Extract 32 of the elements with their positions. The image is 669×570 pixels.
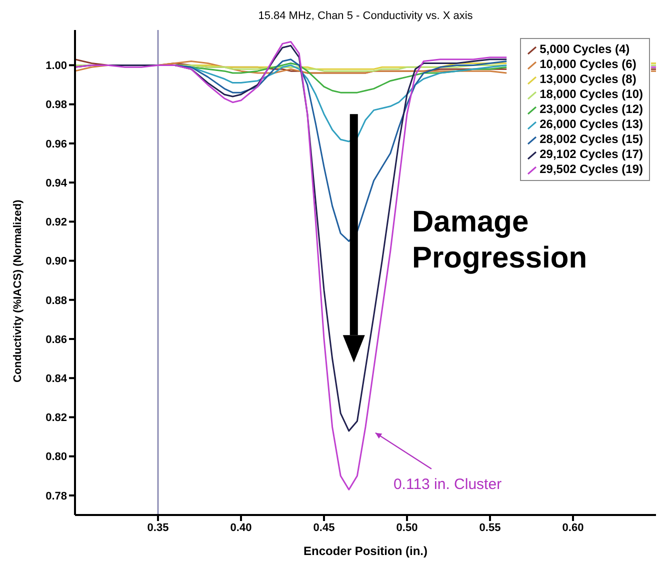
legend-label: 18,000 Cycles (10) xyxy=(540,87,643,102)
annotation: Damage Progression xyxy=(412,205,588,274)
y-tick-label: 0.94 xyxy=(46,177,68,190)
legend-label: 23,000 Cycles (12) xyxy=(540,102,643,117)
y-tick-label: 0.92 xyxy=(46,216,67,229)
chart-title: 15.84 MHz, Chan 5 - Conductivity vs. X axis xyxy=(257,10,474,22)
y-axis-title: Conductivity (%IACS) (Normalized) xyxy=(12,199,24,382)
legend-label: 29,102 Cycles (17) xyxy=(540,147,643,162)
y-tick-label: 0.96 xyxy=(46,138,67,150)
x-tick-label: 0.35 xyxy=(147,522,169,534)
legend-label: 10,000 Cycles (6) xyxy=(540,57,636,72)
y-tick-label: 0.88 xyxy=(46,294,67,307)
legend-label: 13,000 Cycles (8) xyxy=(540,72,636,87)
x-tick-label: 0.60 xyxy=(562,522,584,534)
y-tick-label: 0.80 xyxy=(46,451,67,464)
x-tick-label: 0.50 xyxy=(396,522,418,534)
y-tick-label: 0.98 xyxy=(46,99,67,112)
y-tick-label: 0.78 xyxy=(46,490,67,502)
annotation: 0.113 in. Cluster xyxy=(393,476,502,493)
x-tick-label: 0.40 xyxy=(230,522,252,534)
y-tick-label: 0.82 xyxy=(46,412,67,424)
x-tick-label: 0.45 xyxy=(313,522,335,534)
y-tick-label: 0.86 xyxy=(46,334,67,346)
y-tick-label: 0.90 xyxy=(46,256,67,268)
x-tick-label: 0.55 xyxy=(479,522,501,534)
legend-label: 5,000 Cycles (4) xyxy=(540,42,630,57)
y-tick-label: 0.84 xyxy=(46,373,68,386)
legend-label: 29,502 Cycles (19) xyxy=(540,162,643,177)
legend-label: 28,002 Cycles (15) xyxy=(540,132,643,147)
legend-label: 26,000 Cycles (13) xyxy=(540,117,643,132)
y-tick-label: 1.00 xyxy=(46,60,67,72)
x-axis-title: Encoder Position (in.) xyxy=(303,544,428,558)
